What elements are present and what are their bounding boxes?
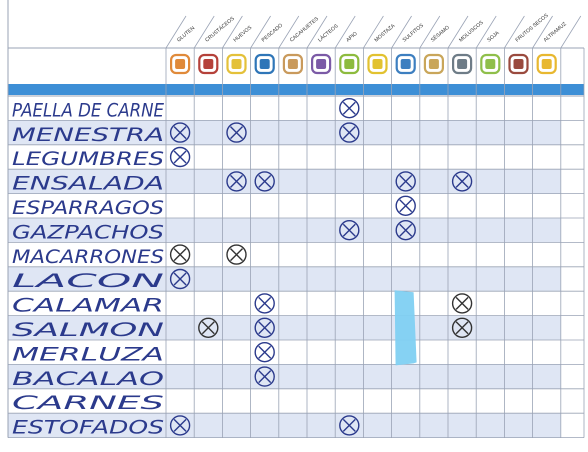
- allergen-icon-glyph: [372, 59, 383, 69]
- header-divider: [278, 15, 300, 49]
- allergen-mark: [451, 171, 473, 192]
- allergen-name: LÁCTEOS: [316, 22, 339, 43]
- allergen-mark: [169, 122, 191, 143]
- dish-name: MERLUZA: [12, 344, 164, 365]
- row-stripe: [8, 266, 561, 292]
- dish-name: MACARRONES: [12, 247, 164, 268]
- allergen-icon-glyph: [287, 59, 298, 69]
- allergen-mark: [169, 244, 191, 265]
- header-divider: [222, 15, 243, 49]
- allergen-icon-glyph: [344, 59, 355, 69]
- row-stripe: [8, 218, 561, 243]
- header-divider: [334, 15, 356, 49]
- dish-name: SALMON: [12, 320, 164, 341]
- allergen-icon-glyph: [400, 59, 411, 69]
- header-divider: [165, 15, 187, 49]
- dish-name: PAELLA DE CARNE: [12, 100, 164, 121]
- blue-band: [8, 84, 584, 95]
- allergen-name: APIO: [345, 31, 358, 44]
- allergen-mark: [339, 415, 360, 436]
- header-divider: [250, 15, 271, 49]
- allergen-icon-glyph: [485, 59, 496, 69]
- header-divider: [306, 15, 328, 49]
- allergen-mark: [226, 171, 247, 192]
- allergen-mark: [451, 317, 473, 338]
- allergen-mark: [339, 122, 360, 143]
- dish-name: ESTOFADOS: [12, 418, 164, 439]
- row-stripes: [8, 120, 561, 438]
- allergen-mark: [226, 244, 247, 265]
- header-divider: [391, 15, 412, 49]
- header-divider: [363, 15, 384, 49]
- allergen-name: CACAHUETES: [289, 16, 320, 44]
- row-stripe: [8, 315, 561, 340]
- row-stripe: [8, 364, 561, 389]
- header-band: [8, 84, 584, 95]
- header-divider: [532, 15, 553, 49]
- dish-name-column: PAELLA DE CARNE MENESTRA LEGUMBRES ENSALADA…: [12, 100, 165, 438]
- allergen-mark: [395, 195, 416, 217]
- allergen-mark: [169, 415, 191, 436]
- dish-name: MENESTRA: [12, 125, 164, 146]
- dish-name: LACON: [12, 271, 164, 292]
- allergen-mark: [395, 219, 416, 241]
- allergen-icon-glyph: [175, 59, 186, 69]
- table-grid: [7, 0, 585, 439]
- dish-name: ESPARRAGOS: [12, 198, 164, 219]
- allergen-icon-glyph: [513, 59, 524, 69]
- allergen-mark: [226, 122, 247, 143]
- row-stripe: [8, 413, 561, 438]
- allergen-icon-glyph: [231, 59, 242, 69]
- header-divider: [504, 15, 525, 49]
- allergen-mark: [198, 317, 219, 338]
- dish-name: CARNES: [12, 393, 165, 414]
- allergen-icon-glyph: [541, 59, 552, 69]
- allergen-name: SOJA: [486, 30, 501, 44]
- allergen-icon-row: [170, 53, 557, 75]
- allergen-mark: [254, 342, 275, 363]
- header-divider: [419, 15, 441, 49]
- dish-name: LEGUMBRES: [12, 149, 164, 170]
- row-stripe: [8, 120, 561, 145]
- allergen-name: ALTRAMUZ: [543, 21, 568, 43]
- allergen-marks: [169, 97, 473, 436]
- header-divider: [193, 15, 215, 49]
- header-divider: [447, 15, 469, 49]
- allergen-icon-glyph: [259, 59, 270, 69]
- allergen-mark: [254, 171, 275, 192]
- allergen-icon-glyph: [457, 59, 468, 69]
- allergen-mark: [254, 317, 275, 338]
- row-stripe: [8, 169, 561, 194]
- dish-name: BACALAO: [12, 369, 164, 390]
- allergen-icon-glyph: [316, 59, 327, 69]
- allergen-name: SÉSAMO: [429, 24, 451, 44]
- allergen-mark: [339, 97, 360, 119]
- allergen-mark: [339, 219, 360, 241]
- allergen-mark: [169, 268, 191, 290]
- dish-name: GAZPACHOS: [12, 222, 164, 243]
- correction-mark: [394, 290, 417, 366]
- allergen-icon-glyph: [203, 59, 214, 69]
- dish-name: ENSALADA: [12, 174, 164, 195]
- allergen-icon-glyph: [428, 59, 439, 69]
- header-divider: [475, 15, 497, 49]
- allergen-mark: [169, 146, 191, 168]
- allergen-name: GLUTEN: [176, 25, 196, 43]
- allergen-mark: [395, 171, 416, 192]
- header-divider: [560, 15, 582, 49]
- allergen-name: CRUSTÁCEOS: [204, 15, 237, 44]
- allergen-mark: [254, 366, 275, 387]
- dish-name: CALAMAR: [12, 296, 164, 317]
- allergen-mark: [451, 293, 473, 314]
- correction-fluid: [394, 290, 417, 366]
- allergen-mark: [254, 293, 275, 314]
